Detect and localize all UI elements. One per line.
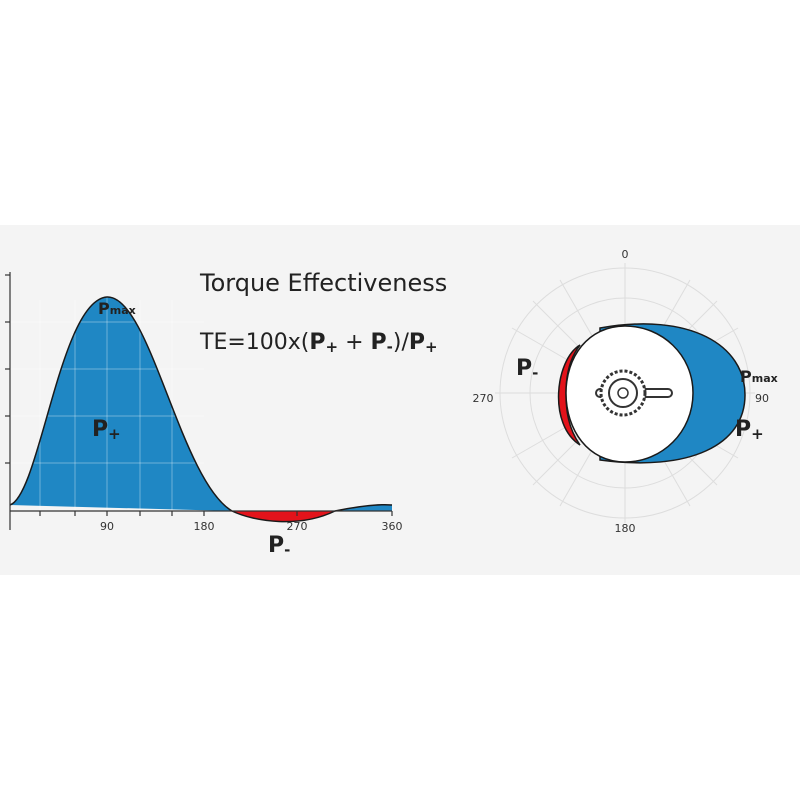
label-sub: max (110, 304, 136, 317)
angle-label: 0 (622, 248, 629, 261)
label-base: P (268, 533, 284, 558)
p-plus-label: P+ (735, 417, 764, 443)
angle-label: 180 (615, 522, 636, 535)
positive-tail (335, 504, 392, 511)
label-sub: + (108, 425, 121, 443)
label-sub: + (751, 425, 764, 443)
pmax-label: Pmax (98, 299, 136, 318)
formula-part: P (409, 330, 425, 355)
formula-part: + (338, 330, 370, 355)
title: Torque Effectiveness (199, 269, 447, 297)
label-sub: - (532, 364, 538, 382)
label-sub: max (752, 372, 778, 385)
polar-chart: 0 90 180 270 Pmax P+ P- (473, 248, 778, 535)
axes (5, 272, 393, 530)
formula-part: + (425, 338, 438, 356)
label-base: P (740, 367, 752, 386)
label-base: P (516, 356, 532, 381)
angle-label: 270 (473, 392, 494, 405)
x-tick-label: 90 (100, 520, 114, 533)
label-sub: - (284, 541, 290, 559)
p-plus-label: P+ (92, 417, 121, 443)
curve-chart: 90 180 270 360 Pmax P+ P- (5, 272, 403, 559)
p-minus-label: P- (516, 356, 538, 382)
grid (10, 297, 204, 511)
label-base: P (98, 299, 110, 318)
angle-label: 90 (755, 392, 769, 405)
p-minus-label: P- (268, 533, 290, 559)
x-tick-label: 360 (382, 520, 403, 533)
positive-area (10, 296, 232, 511)
crank (595, 369, 673, 417)
x-tick-label: 180 (194, 520, 215, 533)
x-tick-label: 270 (287, 520, 308, 533)
formula-part: P (309, 330, 325, 355)
formula-part: P (371, 330, 387, 355)
label-base: P (92, 417, 108, 442)
formula-part: + (326, 338, 339, 356)
formula-part: )/ (393, 330, 410, 355)
pmax-label: Pmax (740, 367, 778, 386)
formula: TE=100x(P+ + P-)/P+ (199, 330, 438, 356)
label-base: P (735, 417, 751, 442)
formula-part: - (387, 338, 393, 356)
formula-part: TE=100x( (199, 330, 309, 355)
